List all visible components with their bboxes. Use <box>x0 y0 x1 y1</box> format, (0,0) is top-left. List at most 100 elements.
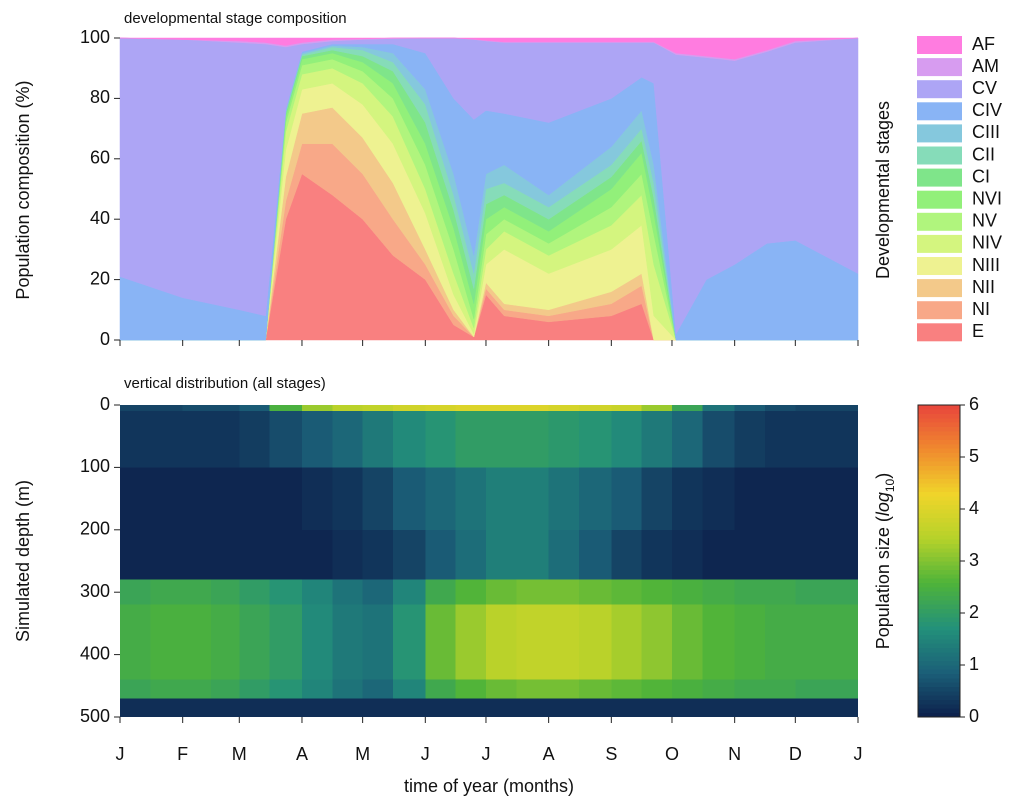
x-tick-label: J <box>481 744 490 764</box>
colorbar-band <box>918 426 960 432</box>
heat-cell <box>150 698 183 717</box>
heat-cell <box>702 698 735 717</box>
colorbar-band <box>918 457 960 462</box>
legend-label: CI <box>972 166 990 186</box>
legend-label: E <box>972 321 984 341</box>
heat-cell <box>210 405 240 412</box>
colorbar-band <box>918 643 960 648</box>
colorbar-band <box>918 487 960 492</box>
heat-cell <box>548 405 579 412</box>
heat-cell <box>764 679 796 699</box>
colorbar-band <box>918 539 960 544</box>
x-tick-label: F <box>177 744 188 764</box>
heat-cell <box>425 679 456 699</box>
heat-cell <box>332 679 363 699</box>
colorbar-band <box>918 543 960 549</box>
heat-cell <box>392 405 426 412</box>
heat-cell <box>548 604 579 680</box>
colorbar-tick-label: 3 <box>969 550 979 570</box>
heat-cell <box>641 579 672 605</box>
colorbar-band <box>918 465 960 471</box>
colorbar-tick-label: 2 <box>969 602 979 622</box>
colorbar-band <box>918 530 960 536</box>
heat-cell <box>425 411 456 468</box>
heat-cell <box>516 529 549 580</box>
heat-cell <box>671 579 703 605</box>
heat-cell <box>825 579 858 605</box>
colorbar-band <box>918 496 960 501</box>
heat-cell <box>641 529 672 580</box>
heat-cell <box>239 411 270 468</box>
colorbar-band <box>918 708 960 713</box>
heat-cell <box>120 679 151 699</box>
colorbar-band <box>918 517 960 523</box>
heat-cell <box>455 529 486 580</box>
heat-cell <box>611 467 642 530</box>
heat-cell <box>425 604 456 680</box>
colorbar-band <box>918 491 960 497</box>
heat-cell <box>120 579 151 605</box>
colorbar-band <box>918 682 960 687</box>
heat-cell <box>182 579 211 605</box>
heat-cell <box>301 467 333 530</box>
heat-cell <box>734 411 765 468</box>
heat-cell <box>210 679 240 699</box>
panel-title: developmental stage composition <box>124 10 347 27</box>
heat-cell <box>795 604 826 680</box>
heat-cell <box>485 604 517 680</box>
colorbar-band <box>918 712 960 718</box>
colorbar-band <box>918 418 960 423</box>
y-axis-label: Simulated depth (m) <box>13 480 33 642</box>
heat-cell <box>734 679 765 699</box>
legend-swatch <box>917 301 962 320</box>
colorbar-band <box>918 647 960 653</box>
heat-cell <box>425 405 456 412</box>
heat-cell <box>825 529 858 580</box>
heat-cell <box>734 529 765 580</box>
legend-swatch <box>917 190 962 209</box>
colorbar-band <box>918 630 960 635</box>
heat-cell <box>671 411 703 468</box>
heat-cell <box>516 411 549 468</box>
colorbar-band <box>918 522 960 527</box>
heat-cell <box>611 698 642 717</box>
heat-cell <box>269 679 302 699</box>
x-tick-label: M <box>232 744 247 764</box>
heat-cell <box>120 604 151 680</box>
heat-cell <box>301 529 333 580</box>
colorbar-band <box>918 552 960 557</box>
heat-cell <box>702 679 735 699</box>
colorbar-band <box>918 626 960 631</box>
heat-cell <box>269 698 302 717</box>
heat-cell <box>269 579 302 605</box>
colorbar-band <box>918 565 960 570</box>
colorbar-band <box>918 621 960 627</box>
colorbar-tick-label: 6 <box>969 394 979 414</box>
heat-cell <box>301 604 333 680</box>
heat-cell <box>210 579 240 605</box>
heat-cell <box>548 467 579 530</box>
legend-label: NI <box>972 299 990 319</box>
heat-cell <box>485 411 517 468</box>
heat-cell <box>611 679 642 699</box>
heat-cell <box>516 405 549 412</box>
heat-cell <box>392 679 426 699</box>
colorbar-band <box>918 634 960 640</box>
heat-cell <box>548 698 579 717</box>
legend-swatch <box>917 146 962 165</box>
heat-cell <box>120 405 151 412</box>
area <box>119 37 859 60</box>
heat-cell <box>516 467 549 530</box>
heat-cell <box>764 467 796 530</box>
heat-cell <box>150 411 183 468</box>
heat-cell <box>362 679 393 699</box>
colorbar-tick-label: 5 <box>969 446 979 466</box>
y-tick-label: 200 <box>80 519 110 539</box>
colorbar-band <box>918 452 960 458</box>
legend-label: AM <box>972 56 999 76</box>
heat-cell <box>795 411 826 468</box>
heat-cell <box>425 698 456 717</box>
heat-cell <box>239 604 270 680</box>
legend-label: NIV <box>972 233 1002 253</box>
